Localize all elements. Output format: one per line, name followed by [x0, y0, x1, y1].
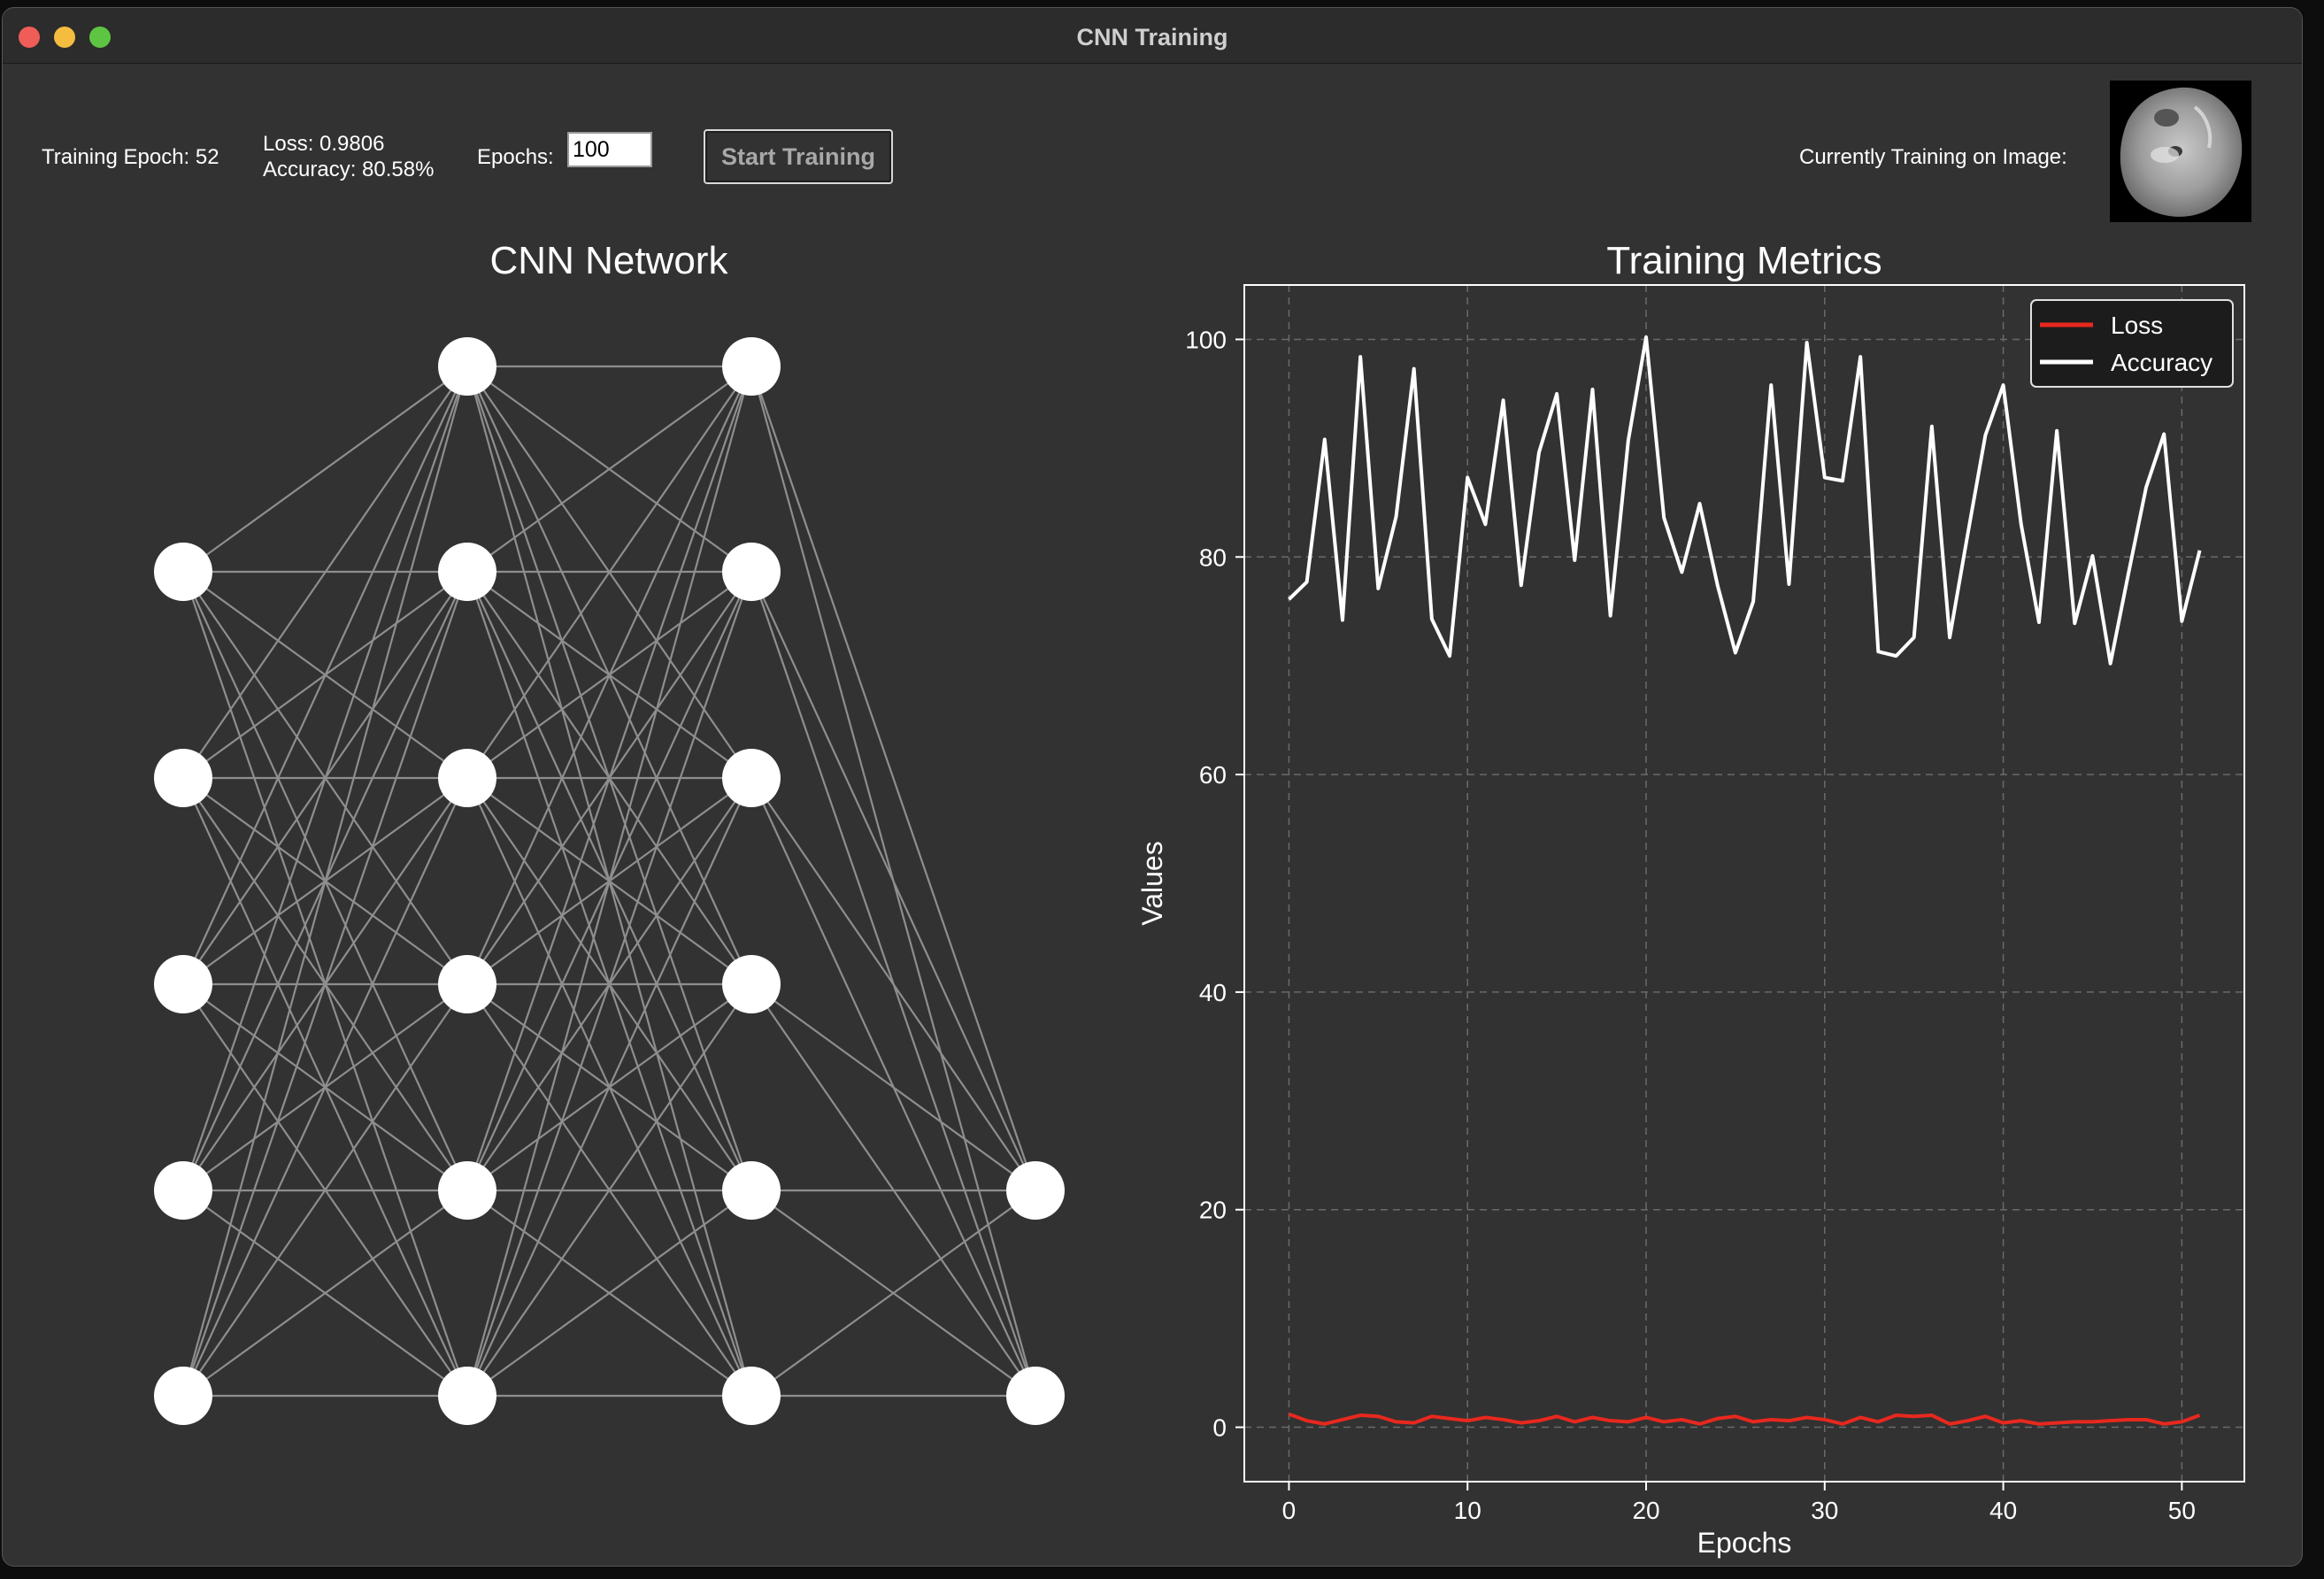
network-connection [181, 366, 469, 1191]
network-node [1006, 1161, 1065, 1220]
network-connection [750, 571, 1036, 1191]
chart-title: Training Metrics [1606, 239, 1882, 282]
start-training-button[interactable]: Start Training [704, 129, 893, 184]
x-tick-label: 20 [1632, 1497, 1659, 1524]
network-connection [182, 366, 468, 985]
network-connections [181, 365, 1037, 1398]
maximize-window-button[interactable] [89, 27, 111, 48]
network-connection [750, 366, 1037, 1191]
network-node [438, 1367, 496, 1425]
network-connection [466, 366, 752, 985]
network-connection [182, 1190, 468, 1397]
x-axis-label: Epochs [1697, 1527, 1792, 1559]
x-tick-label: 0 [1282, 1497, 1297, 1524]
network-node [154, 749, 212, 807]
training-metrics-chart: Training Metrics 0 10 20 30 40 50 0 20 40 60 80 100 E… [1136, 239, 2245, 1559]
close-window-button[interactable] [19, 27, 40, 48]
network-connection [181, 571, 469, 1397]
series-line-accuracy [1288, 335, 2202, 666]
network-node [438, 1161, 496, 1220]
y-tick-label: 0 [1212, 1414, 1227, 1442]
x-tick-label: 30 [1811, 1497, 1838, 1524]
epochs-label: Epochs: [477, 145, 554, 169]
legend-label: Accuracy [2111, 349, 2212, 376]
network-node [154, 955, 212, 1013]
network-node [722, 749, 781, 807]
network-node [154, 543, 212, 601]
current-image-label: Currently Training on Image: [1799, 145, 2067, 169]
network-connection [466, 366, 753, 1191]
network-connection [466, 983, 752, 1397]
network-connection [750, 777, 1036, 1191]
network-connection [182, 777, 468, 1397]
accuracy-status: Accuracy: 80.58% [263, 158, 435, 181]
legend-box [2030, 299, 2234, 388]
network-node [722, 1161, 781, 1220]
series-line-loss [1288, 1412, 2201, 1426]
y-axis-label: Values [1136, 841, 1168, 925]
network-connection [750, 983, 1036, 1191]
epochs-input[interactable] [567, 132, 652, 167]
x-tick-label: 40 [1989, 1497, 2017, 1524]
network-node [722, 337, 781, 396]
app-window: CNN Training Training Epoch: 52 Loss: 0.… [2, 7, 2303, 1567]
network-node [438, 543, 496, 601]
network-node [154, 1161, 212, 1220]
network-node [1006, 1367, 1065, 1425]
network-connection [750, 1190, 1036, 1397]
x-tick-label: 10 [1454, 1497, 1481, 1524]
network-connection [182, 366, 468, 779]
network-connection [466, 366, 752, 573]
epoch-status: Training Epoch: 52 [42, 145, 219, 169]
training-image-preview [2110, 81, 2251, 222]
network-node [438, 749, 496, 807]
window-title: CNN Training [1076, 24, 1228, 50]
minimize-window-button[interactable] [54, 27, 75, 48]
y-tick-label: 60 [1199, 761, 1227, 789]
network-connection [466, 366, 752, 779]
plot-frame [1243, 284, 2245, 1483]
legend-label: Loss [2111, 312, 2163, 339]
network-connection [466, 571, 753, 1397]
network-node [722, 955, 781, 1013]
network-connection [466, 777, 752, 1397]
network-node [154, 1367, 212, 1425]
network-node [438, 955, 496, 1013]
y-tick-label: 100 [1185, 326, 1227, 353]
loss-status: Loss: 0.9806 [263, 132, 385, 156]
x-tick-label: 50 [2168, 1497, 2196, 1524]
chart-legend: Loss Accuracy [2030, 299, 2234, 388]
network-connection [466, 1190, 752, 1397]
network-connection [181, 366, 469, 1397]
y-tick-label: 80 [1199, 543, 1227, 571]
network-connection [182, 366, 468, 573]
title-bar: CNN Training [3, 8, 2302, 64]
cnn-network-diagram: CNN Network [154, 239, 1065, 1425]
network-node [722, 543, 781, 601]
y-tick-label: 20 [1199, 1197, 1227, 1224]
network-node [722, 1367, 781, 1425]
y-tick-label: 40 [1199, 979, 1227, 1006]
network-node [438, 337, 496, 396]
network-title: CNN Network [490, 239, 729, 282]
network-nodes [154, 337, 1065, 1425]
network-connection [466, 366, 753, 1397]
network-connection [182, 983, 468, 1397]
chart-grid [1244, 285, 2244, 1482]
